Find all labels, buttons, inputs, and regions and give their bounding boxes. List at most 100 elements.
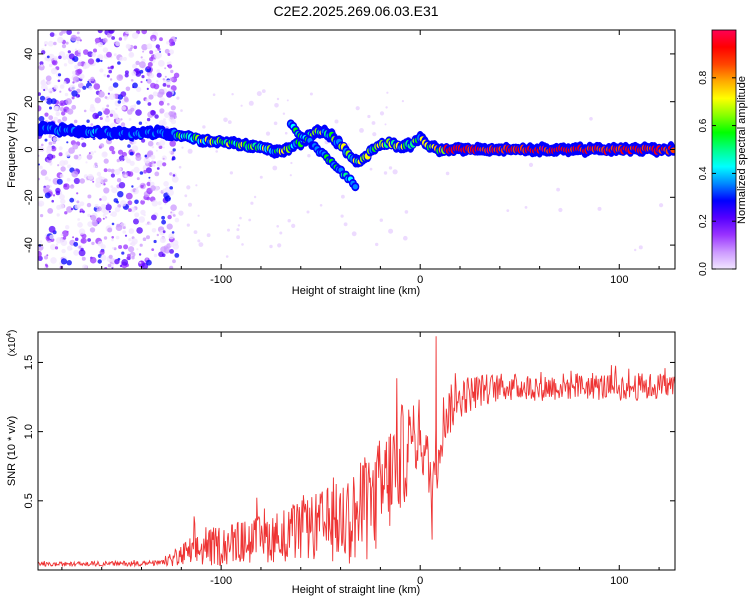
- spectrogram-noise-point: [57, 119, 62, 124]
- spectrogram-noise-point: [136, 177, 140, 181]
- spectrogram-noise-point: [272, 165, 278, 171]
- spectrogram-y-label: Frequency (Hz): [6, 112, 18, 188]
- spectrogram-noise-point: [78, 245, 82, 249]
- spectrogram-noise-point: [38, 105, 42, 112]
- spectrogram-noise-point: [54, 105, 61, 112]
- spectrogram-noise-point: [147, 102, 152, 106]
- spectrogram-noise-point: [125, 86, 131, 92]
- spectrogram-noise-point: [50, 67, 58, 75]
- spectrogram-noise-point: [147, 140, 154, 147]
- spectrogram-noise-point: [63, 81, 67, 85]
- spectrogram-x-tick-label: 0: [417, 274, 423, 286]
- spectrogram-noise-point: [145, 257, 149, 261]
- spectrogram-branch-point: [352, 184, 358, 190]
- spectrogram-y-tick-label: 0: [23, 146, 35, 152]
- spectrogram-noise-point: [145, 223, 148, 226]
- spectrogram-noise-point: [237, 224, 241, 227]
- spectrogram-noise-point: [96, 171, 102, 177]
- spectrogram-noise-point: [159, 236, 166, 244]
- snr-frame: [37, 331, 676, 571]
- spectrogram-noise-point: [186, 223, 190, 227]
- spectrogram-noise-point: [162, 230, 166, 234]
- spectrogram-noise-point: [139, 171, 144, 175]
- spectrogram-noise-point: [63, 63, 68, 67]
- snr-y-multiplier-exp: 4: [6, 333, 13, 337]
- spectrogram-noise-point: [38, 64, 45, 71]
- spectrogram-noise-point: [127, 44, 131, 49]
- spectrogram-panel: -100 0 100 -40 -20 0 20 40 Height of straight …: [6, 29, 676, 297]
- snr-y-multiplier-close: ): [7, 330, 18, 333]
- spectrogram-noise-point: [138, 253, 142, 256]
- spectrogram-noise-point: [141, 44, 148, 51]
- spectrogram-noise-point: [131, 238, 138, 245]
- spectrogram-noise-point: [133, 218, 139, 225]
- spectrogram-noise-point: [206, 233, 211, 238]
- spectrogram-noise-point: [129, 242, 133, 246]
- spectrogram-noise-point: [146, 235, 150, 240]
- spectrogram-noise-point: [109, 78, 113, 81]
- colorbar-tick-label: 0.0: [698, 262, 709, 276]
- spectrogram-noise-point: [164, 112, 170, 118]
- spectrogram-noise-point: [158, 251, 164, 258]
- spectrogram-noise-point: [96, 217, 102, 223]
- spectrogram-noise-point: [78, 82, 81, 85]
- spectrogram-noise-point: [48, 88, 54, 94]
- spectrogram-noise-point: [61, 248, 66, 254]
- spectrogram-noise-point: [118, 245, 123, 249]
- spectrogram-noise-point: [236, 228, 240, 232]
- spectrogram-noise-point: [157, 201, 162, 206]
- spectrogram-noise-point: [240, 104, 243, 107]
- spectrogram-noise-point: [150, 185, 156, 191]
- snr-y-tick-label: 1.5: [23, 355, 35, 370]
- spectrogram-noise-point: [286, 99, 289, 102]
- snr-x-tick-label: -100: [210, 575, 232, 587]
- spectrogram-noise-point: [273, 121, 278, 126]
- spectrogram-noise-point: [50, 244, 56, 251]
- spectrogram-noise-point: [277, 243, 282, 248]
- spectrogram-noise-point: [60, 258, 68, 265]
- spectrogram-noise-point: [150, 181, 155, 187]
- spectrogram-noise-point: [70, 207, 74, 211]
- spectrogram-noise-point: [143, 157, 150, 164]
- spectrogram-noise-point: [115, 235, 120, 240]
- spectrogram-noise-point: [162, 188, 167, 193]
- spectrogram-noise-point: [77, 68, 83, 75]
- spectrogram-noise-point: [155, 149, 158, 152]
- spectrogram-noise-point: [124, 174, 128, 178]
- spectrogram-noise-point: [127, 171, 134, 177]
- spectrogram-noise-point: [113, 53, 117, 57]
- spectrogram-noise-point: [60, 198, 66, 205]
- spectrogram-noise-point: [163, 181, 169, 187]
- spectrogram-noise-point: [256, 91, 262, 97]
- spectrogram-noise-point: [98, 175, 103, 180]
- spectrogram-noise-point: [197, 239, 201, 243]
- spectrogram-noise-point: [212, 93, 216, 96]
- spectrogram-noise-point: [164, 75, 167, 78]
- spectrogram-noise-point: [170, 204, 177, 211]
- spectrogram-noise-point: [49, 234, 55, 240]
- spectrogram-noise-point: [138, 121, 143, 125]
- spectrogram-noise-point: [355, 106, 360, 111]
- spectrogram-noise-point: [122, 226, 126, 230]
- spectrogram-noise-point: [68, 53, 75, 60]
- spectrogram-noise-point: [62, 56, 67, 60]
- colorbar-tick-label: 0.4: [698, 166, 709, 180]
- spectrogram-noise-point: [126, 158, 131, 164]
- spectrogram-noise-point: [67, 50, 71, 54]
- snr-series-line: [38, 336, 675, 568]
- spectrogram-noise-point: [95, 181, 102, 188]
- spectrogram-noise-point: [139, 243, 143, 247]
- spectrogram-noise-point: [58, 55, 62, 60]
- spectrogram-noise-point: [126, 256, 129, 260]
- spectrogram-noise-point: [90, 214, 97, 221]
- spectrogram-noise-point: [589, 117, 593, 121]
- spectrogram-noise-point: [54, 246, 59, 250]
- spectrogram-noise-point: [172, 214, 176, 217]
- spectrogram-noise-point: [79, 178, 86, 184]
- spectrogram-noise-point: [83, 62, 90, 69]
- spectrogram-noise-point: [114, 206, 121, 213]
- spectrogram-noise-point: [82, 210, 85, 214]
- spectrogram-noise-point: [55, 111, 61, 117]
- snr-plot-area: [38, 332, 675, 570]
- spectrogram-noise-point: [162, 146, 165, 149]
